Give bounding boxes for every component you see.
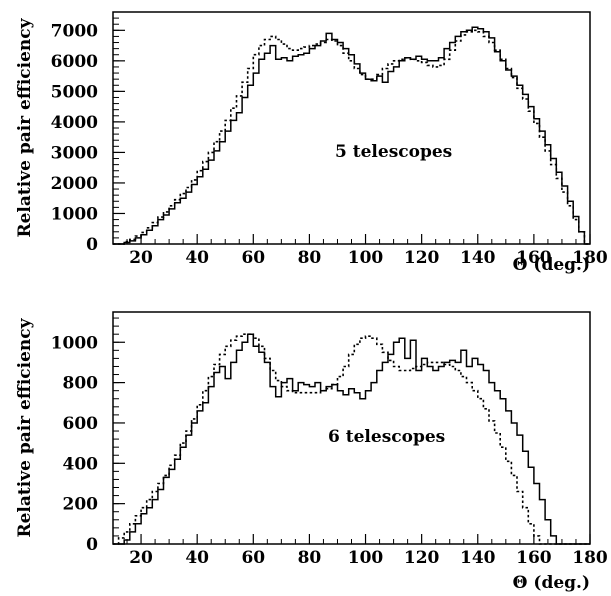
x-tick-label: 160 [516, 548, 552, 568]
x-tick-label: 60 [241, 248, 265, 268]
x-tick-label: 160 [516, 248, 552, 268]
x-axis-ticks: 20 40 60 80 100 120 140 160 180 [112, 534, 608, 568]
y-axis-ticks: 0 200 400 600 800 1000 [51, 317, 125, 555]
annotation-label: 5 telescopes [335, 142, 452, 162]
x-tick-label: 120 [404, 548, 440, 568]
y-tick-label: 2000 [51, 174, 98, 194]
y-tick-label: 200 [63, 495, 99, 515]
chart-panel-5-telescopes: 20 40 60 80 100 120 140 160 180 0 1000 2000 3000 400… [15, 11, 608, 275]
y-tick-label: 4000 [51, 113, 98, 133]
series-dashed-line [113, 29, 590, 245]
annotation-label: 6 telescopes [328, 427, 445, 447]
y-axis-ticks: 0 1000 2000 3000 4000 5000 6000 7000 [51, 11, 125, 255]
y-tick-label: 6000 [51, 52, 98, 72]
x-tick-label: 60 [241, 548, 265, 568]
y-tick-label: 600 [63, 414, 99, 434]
chart-panel-6-telescopes: 20 40 60 80 100 120 140 160 180 0 200 400 600 800 100… [15, 311, 608, 593]
x-axis-label: Θ (deg.) [513, 255, 590, 275]
y-tick-label: 400 [63, 454, 99, 474]
x-tick-label: 40 [185, 248, 209, 268]
y-tick-label: 0 [86, 535, 98, 555]
series-solid-line [113, 26, 590, 245]
y-axis-label: Relative pair efficiency [15, 17, 35, 237]
x-tick-label: 80 [298, 248, 322, 268]
y-tick-label: 800 [63, 374, 99, 394]
y-tick-label: 1000 [51, 204, 98, 224]
x-tick-label: 140 [460, 548, 496, 568]
x-axis-label: Θ (deg.) [513, 573, 590, 593]
plot-frame [112, 11, 591, 245]
x-tick-label: 120 [404, 248, 440, 268]
y-tick-label: 0 [86, 235, 98, 255]
x-tick-label: 180 [572, 248, 608, 268]
y-axis-label: Relative pair efficiency [15, 317, 35, 537]
x-tick-label: 80 [298, 548, 322, 568]
series-group [113, 26, 590, 245]
x-tick-label: 20 [129, 548, 153, 568]
x-axis-ticks: 20 40 60 80 100 120 140 160 180 [112, 234, 608, 268]
x-tick-label: 20 [129, 248, 153, 268]
x-tick-label: 100 [348, 548, 384, 568]
x-tick-label: 100 [348, 248, 384, 268]
series-solid-line [113, 333, 590, 545]
x-tick-label: 180 [572, 548, 608, 568]
y-tick-label: 3000 [51, 143, 98, 163]
x-tick-label: 140 [460, 248, 496, 268]
y-tick-label: 1000 [51, 333, 98, 353]
y-tick-label: 5000 [51, 82, 98, 102]
x-tick-label: 40 [185, 548, 209, 568]
series-group [113, 333, 590, 545]
y-tick-label: 7000 [51, 21, 98, 41]
